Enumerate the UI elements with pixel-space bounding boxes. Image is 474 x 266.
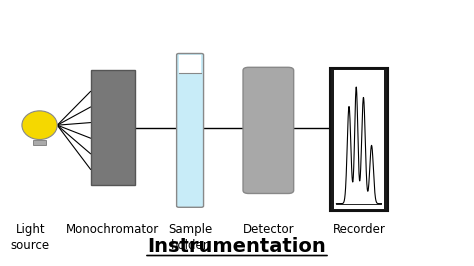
- FancyBboxPatch shape: [243, 67, 294, 193]
- Bar: [334, 70, 384, 209]
- Text: Light
source: Light source: [11, 223, 50, 252]
- Ellipse shape: [22, 111, 57, 140]
- FancyBboxPatch shape: [177, 53, 203, 207]
- Text: Detector: Detector: [243, 223, 294, 236]
- Text: Recorder: Recorder: [332, 223, 385, 236]
- Bar: [91, 70, 135, 185]
- Text: Sample
holder: Sample holder: [168, 223, 212, 252]
- Bar: [33, 139, 46, 145]
- Bar: [330, 68, 388, 211]
- Text: Instrumentation: Instrumentation: [147, 236, 327, 256]
- Text: Monochromator: Monochromator: [66, 223, 159, 236]
- Bar: [179, 55, 201, 73]
